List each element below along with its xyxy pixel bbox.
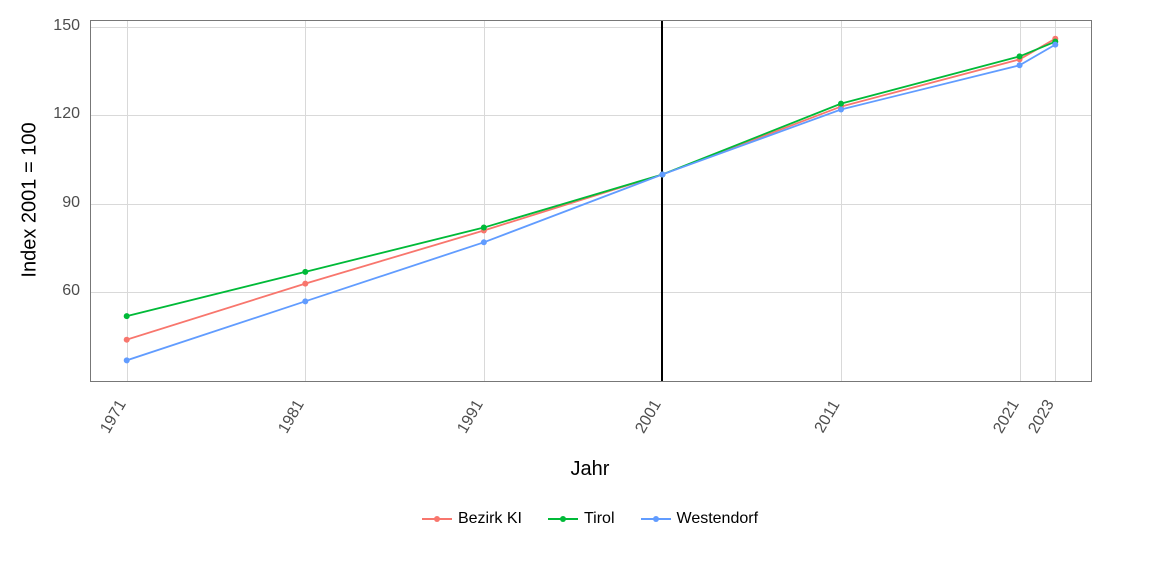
legend-swatch-icon (548, 510, 578, 528)
plot-panel (90, 20, 1092, 382)
x-tick-label: 1991 (454, 397, 487, 437)
legend-item: Westendorf (641, 510, 759, 528)
series-line (127, 45, 1056, 361)
series-line (127, 42, 1056, 316)
series-marker (481, 239, 487, 245)
y-tick-label: 60 (40, 282, 80, 300)
legend-item: Bezirk KI (422, 510, 522, 528)
series-marker (481, 225, 487, 231)
x-tick-label: 1971 (97, 397, 130, 437)
y-axis-title: Index 2001 = 100 (19, 122, 42, 277)
series-layer (91, 21, 1091, 381)
series-marker (1017, 53, 1023, 59)
series-marker (838, 101, 844, 107)
x-tick-label: 2011 (812, 398, 845, 437)
y-tick-label: 120 (40, 105, 80, 123)
legend-swatch-icon (641, 510, 671, 528)
legend-label: Bezirk KI (458, 510, 522, 528)
x-tick-label: 2021 (990, 397, 1023, 437)
series-marker (302, 269, 308, 275)
series-marker (124, 313, 130, 319)
y-tick-label: 150 (40, 17, 80, 35)
legend-item: Tirol (548, 510, 615, 528)
series-marker (302, 298, 308, 304)
series-marker (302, 281, 308, 287)
series-marker (838, 107, 844, 113)
series-marker (1017, 62, 1023, 68)
chart-container: Index 2001 = 100 Jahr Bezirk KI Tirol West… (0, 0, 1152, 576)
x-tick-label: 2001 (633, 397, 666, 437)
legend-label: Westendorf (677, 510, 759, 528)
y-tick-label: 90 (40, 194, 80, 212)
series-marker (124, 337, 130, 343)
x-axis-title: Jahr (571, 458, 610, 481)
x-tick-label: 1981 (276, 397, 309, 437)
legend-label: Tirol (584, 510, 615, 528)
legend-swatch-icon (422, 510, 452, 528)
x-tick-label: 2023 (1026, 397, 1059, 437)
legend: Bezirk KI Tirol Westendorf (90, 510, 1090, 528)
series-marker (1052, 42, 1058, 48)
series-marker (124, 357, 130, 363)
series-marker (659, 171, 665, 177)
